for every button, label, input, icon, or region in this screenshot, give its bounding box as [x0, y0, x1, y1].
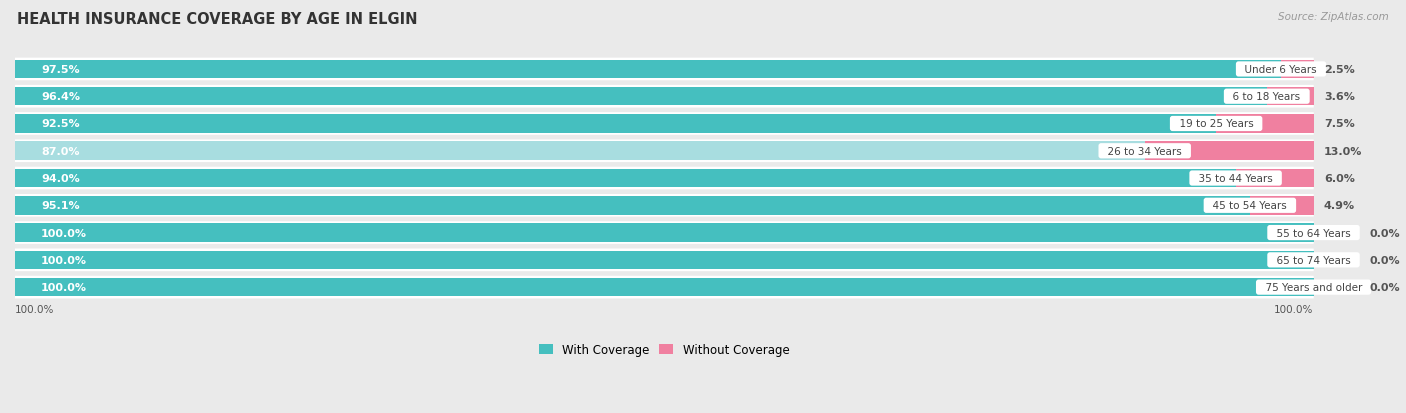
Bar — [15, 115, 1216, 133]
Bar — [1267, 88, 1313, 106]
Legend: With Coverage, Without Coverage: With Coverage, Without Coverage — [534, 338, 794, 361]
Text: 26 to 34 Years: 26 to 34 Years — [1101, 146, 1188, 157]
Text: 97.5%: 97.5% — [41, 65, 80, 75]
Text: 7.5%: 7.5% — [1324, 119, 1354, 129]
Bar — [1250, 197, 1313, 215]
FancyBboxPatch shape — [15, 113, 1313, 135]
Text: 3.6%: 3.6% — [1324, 92, 1355, 102]
Text: 45 to 54 Years: 45 to 54 Years — [1206, 201, 1294, 211]
Text: 4.9%: 4.9% — [1324, 201, 1355, 211]
FancyBboxPatch shape — [15, 140, 1313, 163]
Bar — [1281, 61, 1313, 79]
Text: 87.0%: 87.0% — [41, 146, 80, 157]
Bar — [1313, 278, 1360, 297]
Text: 19 to 25 Years: 19 to 25 Years — [1173, 119, 1260, 129]
FancyBboxPatch shape — [15, 195, 1313, 217]
Text: 75 Years and older: 75 Years and older — [1258, 282, 1368, 292]
Text: 92.5%: 92.5% — [41, 119, 80, 129]
Bar — [1216, 115, 1313, 133]
Bar — [15, 224, 1313, 242]
Text: Source: ZipAtlas.com: Source: ZipAtlas.com — [1278, 12, 1389, 22]
Text: 94.0%: 94.0% — [41, 173, 80, 184]
Bar — [15, 61, 1281, 79]
Text: 6.0%: 6.0% — [1324, 173, 1355, 184]
Bar — [15, 169, 1236, 188]
Text: HEALTH INSURANCE COVERAGE BY AGE IN ELGIN: HEALTH INSURANCE COVERAGE BY AGE IN ELGI… — [17, 12, 418, 27]
Bar — [15, 278, 1313, 297]
Text: 100.0%: 100.0% — [15, 304, 55, 314]
Text: 95.1%: 95.1% — [41, 201, 80, 211]
Text: 13.0%: 13.0% — [1324, 146, 1362, 157]
Bar — [15, 88, 1267, 106]
FancyBboxPatch shape — [15, 59, 1313, 81]
Bar — [1144, 142, 1313, 161]
FancyBboxPatch shape — [15, 85, 1313, 108]
Text: 2.5%: 2.5% — [1324, 65, 1354, 75]
Text: Under 6 Years: Under 6 Years — [1239, 65, 1323, 75]
Text: 100.0%: 100.0% — [1274, 304, 1313, 314]
Text: 55 to 64 Years: 55 to 64 Years — [1270, 228, 1357, 238]
Text: 96.4%: 96.4% — [41, 92, 80, 102]
Text: 100.0%: 100.0% — [41, 282, 87, 292]
Text: 0.0%: 0.0% — [1369, 228, 1400, 238]
FancyBboxPatch shape — [15, 276, 1313, 299]
Bar — [15, 142, 1144, 161]
Bar — [15, 251, 1313, 269]
Text: 6 to 18 Years: 6 to 18 Years — [1226, 92, 1308, 102]
Text: 65 to 74 Years: 65 to 74 Years — [1270, 255, 1357, 265]
FancyBboxPatch shape — [15, 167, 1313, 190]
Bar — [15, 197, 1250, 215]
Text: 0.0%: 0.0% — [1369, 282, 1400, 292]
Bar — [1236, 169, 1313, 188]
Text: 100.0%: 100.0% — [41, 228, 87, 238]
Text: 100.0%: 100.0% — [41, 255, 87, 265]
FancyBboxPatch shape — [15, 222, 1313, 244]
Bar — [1313, 251, 1360, 269]
Text: 0.0%: 0.0% — [1369, 255, 1400, 265]
Bar — [1313, 224, 1360, 242]
Text: 35 to 44 Years: 35 to 44 Years — [1192, 173, 1279, 184]
FancyBboxPatch shape — [15, 249, 1313, 271]
